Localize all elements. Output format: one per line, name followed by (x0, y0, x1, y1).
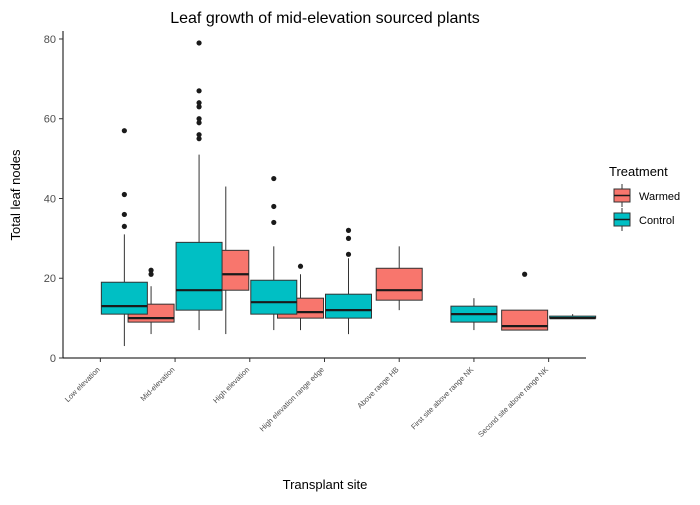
control-box (250, 279, 298, 315)
y-tick-label: 60 (44, 114, 56, 126)
legend-title: Treatment (609, 164, 668, 179)
x-tick-label: First site above range NK (409, 365, 475, 431)
y-tick-label: 40 (44, 193, 56, 205)
control-outlier-point (271, 175, 277, 182)
control-box (175, 241, 223, 311)
control-box (100, 281, 148, 315)
warmed-outlier-point (148, 271, 154, 277)
control-box (325, 293, 372, 319)
control-outlier-point (345, 251, 352, 257)
x-tick-label: Low elevation (63, 365, 102, 404)
legend-label-control: Control (639, 215, 674, 227)
warmed-outlier-point (148, 267, 154, 273)
y-tick-label: 0 (50, 353, 56, 365)
y-tick-label: 80 (44, 34, 56, 46)
control-outlier-point (121, 223, 127, 230)
control-outlier-point (196, 100, 202, 106)
x-tick-label: High elevation range edge (258, 365, 326, 433)
control-outlier-point (345, 235, 352, 241)
legend-label-warmed: Warmed (639, 191, 680, 203)
control-outlier-point (345, 227, 352, 233)
control-outlier-point (271, 203, 277, 210)
control-outlier-point (121, 191, 127, 198)
control-outlier-point (196, 104, 202, 110)
control-outlier-point (196, 136, 202, 142)
y-axis-title: Total leaf nodes (8, 149, 23, 241)
control-outlier-point (196, 116, 202, 122)
x-tick-label: High elevation (211, 365, 251, 405)
x-axis-title: Transplant site (283, 477, 368, 492)
control-outlier-point (271, 219, 277, 226)
control-outlier-point (121, 128, 127, 134)
control-outlier-point (196, 132, 202, 138)
warmed-outlier-point (297, 263, 304, 269)
control-outlier-point (121, 211, 127, 218)
chart-title: Leaf growth of mid-elevation sourced pla… (170, 10, 480, 27)
warmed-outlier-point (522, 271, 528, 277)
control-outlier-point (196, 40, 202, 46)
x-tick-label: Above range HB (355, 365, 400, 410)
control-outlier-point (196, 88, 202, 94)
x-tick-label: Mid-elevation (139, 365, 177, 403)
warmed-box (375, 267, 423, 301)
control-outlier-point (196, 120, 202, 126)
y-tick-label: 20 (44, 273, 56, 285)
x-tick-label: Second site above range NK (476, 365, 550, 439)
